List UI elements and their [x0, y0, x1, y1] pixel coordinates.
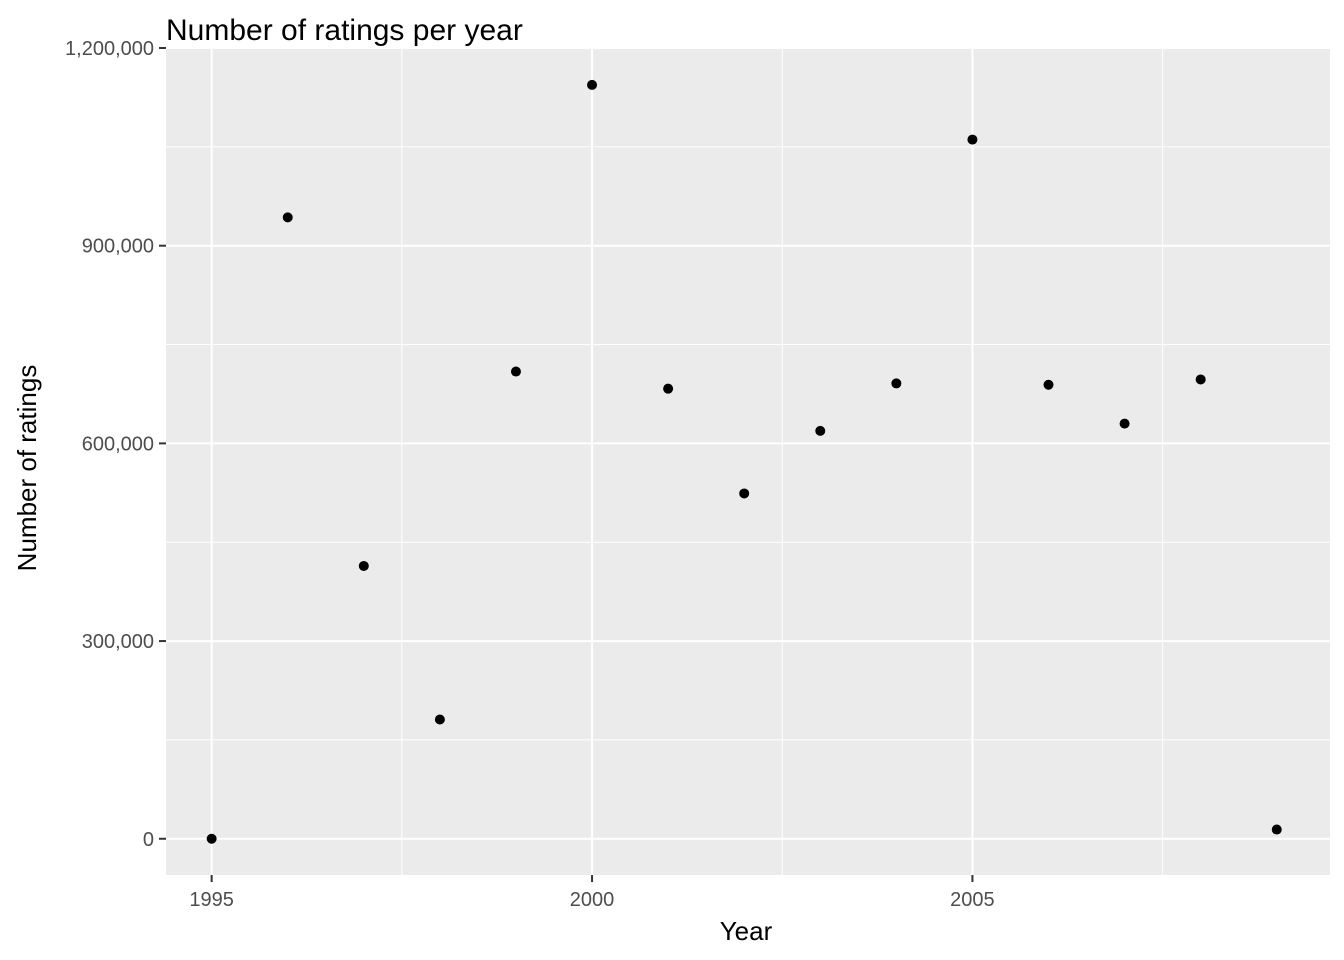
- data-point: [663, 383, 674, 394]
- y-axis-title: Number of ratings: [12, 365, 42, 572]
- x-tick-label: 2005: [950, 889, 995, 911]
- y-tick-label: 1,200,000: [65, 38, 154, 60]
- chart-title: Number of ratings per year: [166, 14, 523, 47]
- data-point: [967, 134, 978, 145]
- x-tick-label: 1995: [189, 889, 234, 911]
- y-tick-label: 300,000: [82, 631, 154, 653]
- data-point: [282, 212, 293, 223]
- data-point: [206, 833, 217, 844]
- data-point: [1119, 418, 1130, 429]
- x-axis-title: Year: [720, 916, 773, 946]
- data-point: [1271, 824, 1282, 835]
- data-point: [510, 366, 521, 377]
- data-point: [815, 425, 826, 436]
- data-point: [587, 79, 598, 90]
- data-point: [358, 560, 369, 571]
- data-point: [1195, 374, 1206, 385]
- y-tick-label: 0: [143, 829, 154, 851]
- y-tick-label: 600,000: [82, 433, 154, 455]
- y-tick-label: 900,000: [82, 236, 154, 258]
- plot-panel: [166, 48, 1330, 875]
- major-gridlines: [166, 47, 1330, 875]
- axis-ticks: [159, 47, 974, 882]
- tick-labels: 1995 2000 2005 0 300,000 600,000 900,000 1,200,…: [65, 38, 995, 911]
- x-tick-label: 2000: [570, 889, 615, 911]
- data-point: [739, 488, 750, 499]
- data-point: [1043, 379, 1054, 390]
- data-point: [891, 378, 902, 389]
- data-point: [434, 714, 445, 725]
- minor-gridlines: [166, 48, 1330, 875]
- data-points: [206, 79, 1282, 844]
